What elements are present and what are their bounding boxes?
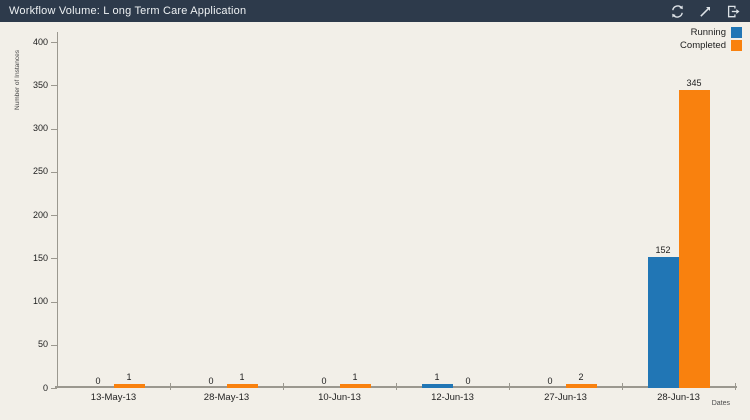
x-axis-tick (282, 383, 284, 390)
bar-value-label: 0 (465, 376, 471, 386)
legend-label: Completed (680, 40, 726, 51)
bar-value-label: 0 (208, 376, 214, 386)
widget-title: Workflow Volume: L ong Term Care Applica… (9, 5, 247, 17)
x-category-label: 12-Jun-13 (431, 392, 474, 403)
legend-label: Running (690, 27, 726, 38)
y-axis-tick (51, 42, 57, 43)
x-category-label: 10-Jun-13 (318, 392, 361, 403)
y-tick-label: 50 (37, 339, 48, 350)
x-category-label: 28-Jun-13 (657, 392, 700, 403)
widget-header: Workflow Volume: L ong Term Care Applica… (0, 0, 750, 22)
y-axis-tick (51, 215, 57, 216)
x-axis-tick (395, 383, 397, 390)
y-axis-tick (51, 258, 57, 260)
y-axis-tick (51, 301, 57, 303)
y-tick-label: 100 (32, 296, 48, 306)
bar-value-label: 1 (434, 372, 440, 382)
y-tick-label: 200 (32, 209, 48, 220)
x-axis-tick (621, 383, 623, 390)
y-tick-label: 400 (32, 36, 48, 47)
expand-icon[interactable] (698, 4, 713, 19)
legend: Running Completed (680, 27, 742, 51)
y-axis-tick (51, 344, 57, 346)
y-tick-label: 250 (32, 166, 48, 177)
header-toolbar (670, 4, 741, 19)
bar-value-label: 2 (578, 372, 584, 382)
y-axis-tick (51, 388, 57, 389)
y-axis-tick (51, 85, 57, 87)
y-axis (57, 32, 58, 388)
y-axis-tick (51, 171, 57, 173)
y-tick-label: 150 (32, 252, 48, 263)
y-axis-tick (51, 128, 57, 130)
bar-completed[interactable] (226, 384, 258, 388)
bar-value-label: 345 (686, 77, 702, 88)
bar-completed[interactable] (678, 89, 710, 388)
x-axis-tick (734, 383, 736, 390)
bar-value-label: 0 (321, 376, 327, 386)
x-category-label: 28-May-13 (203, 392, 250, 403)
bar-value-label: 0 (95, 376, 101, 386)
legend-item-completed[interactable]: Completed (680, 40, 742, 51)
x-axis-label: Dates (711, 400, 730, 407)
bar-chart: Number of Instances Running Completed 0 50… (0, 22, 750, 420)
y-tick-label: 350 (32, 79, 48, 90)
y-tick-label: 0 (42, 382, 48, 393)
bar-completed[interactable] (339, 384, 371, 388)
legend-swatch (731, 27, 742, 38)
refresh-icon[interactable] (670, 4, 685, 19)
x-category-label: 27-Jun-13 (544, 392, 587, 403)
y-tick-label: 300 (32, 123, 48, 133)
bar-value-label: 1 (126, 372, 132, 382)
legend-swatch (731, 40, 742, 51)
legend-item-running[interactable]: Running (691, 27, 742, 38)
bar-running[interactable] (647, 256, 679, 388)
bar-value-label: 1 (352, 372, 358, 382)
x-category-label: 13-May-13 (90, 392, 137, 403)
export-icon[interactable] (726, 4, 741, 19)
bar-completed[interactable] (565, 384, 597, 388)
bar-value-label: 0 (547, 376, 553, 386)
bar-value-label: 152 (655, 244, 671, 255)
bar-running[interactable] (421, 384, 453, 388)
x-axis-tick (508, 383, 510, 390)
x-axis-tick (169, 383, 171, 390)
bar-completed[interactable] (113, 384, 145, 388)
bar-value-label: 1 (239, 372, 245, 382)
